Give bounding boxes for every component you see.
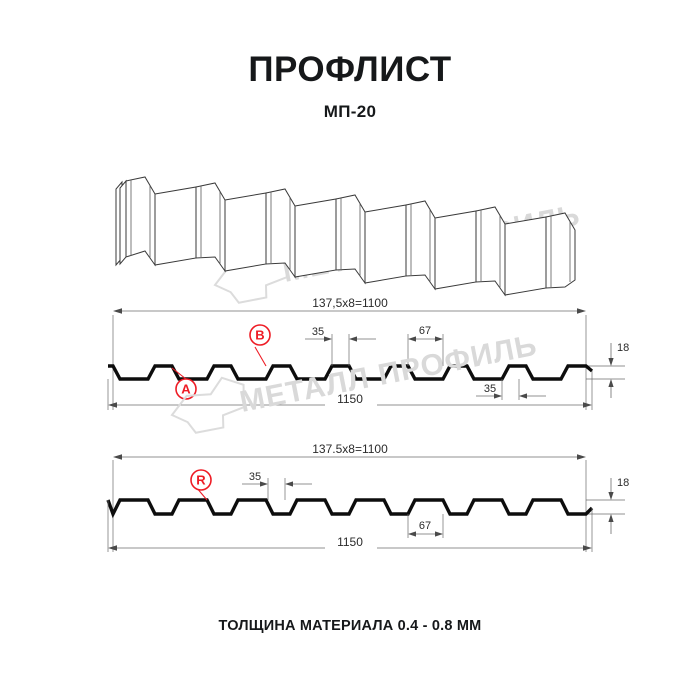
callout-a-circle [175, 378, 197, 400]
watermark-logo-icon [170, 376, 245, 434]
callout-b: B [249, 324, 271, 367]
dim-flat-35-upper-label: 35 [312, 326, 324, 338]
dim-flat-35-bottom-label: 35 [249, 471, 261, 483]
callout-r: R [190, 469, 212, 501]
dim-height-18-bottom: 18 [608, 477, 629, 534]
iso-flat [224, 192, 267, 272]
callout-b-label: B [255, 328, 264, 343]
callout-a: A [171, 367, 197, 400]
iso-flat [364, 204, 407, 284]
cross-section-top: 137,5x8=1100 35 67 [107, 296, 629, 410]
iso-flat [294, 198, 337, 278]
iso-rib [545, 212, 576, 289]
dim-height-18-top: 18 [608, 342, 629, 398]
iso-flat [154, 186, 197, 266]
dim-top-width-label: 137,5x8=1100 [312, 296, 388, 310]
section-bottom-extension-lines [112, 460, 625, 552]
dim-rib-67-bottom-label: 67 [419, 520, 431, 532]
dim-rib-67-top: 67 [407, 325, 444, 366]
iso-rib [195, 182, 226, 273]
callout-b-circle [249, 324, 271, 346]
dim-bottom-1150-bottom: 1150 [107, 500, 593, 552]
dim-height-18-bottom-label: 18 [617, 477, 629, 489]
dim-top-width-2-label: 137.5x8=1100 [312, 442, 388, 456]
iso-rib [405, 200, 436, 291]
callout-r-circle [190, 469, 212, 491]
dim-flat-35-lower-label: 35 [484, 383, 496, 395]
dim-flat-35-bottom: 35 [242, 471, 312, 500]
dim-flat-35-upper: 35 [305, 326, 376, 366]
dim-rib-67-top-label: 67 [419, 325, 431, 337]
profile-outline-bottom [106, 498, 594, 519]
dim-bottom-1150-top: 1150 [107, 371, 593, 410]
iso-flat [434, 210, 477, 290]
cross-section-bottom: 137.5x8=1100 35 6 [106, 442, 629, 552]
dim-height-18-top-label: 18 [617, 342, 629, 354]
isometric-sheet-view [115, 176, 576, 297]
iso-rib [125, 176, 156, 267]
dim-top-width-2: 137.5x8=1100 [113, 442, 586, 460]
section-top-extension-lines [112, 315, 625, 410]
iso-flat [504, 216, 547, 296]
dim-rib-67-bottom: 67 [407, 514, 444, 538]
dim-bottom-1150-top-label: 1150 [337, 392, 363, 406]
iso-left-lap2 [119, 179, 127, 266]
dim-bottom-1150-bottom-label: 1150 [337, 535, 363, 549]
callout-r-label: R [196, 473, 206, 488]
callout-a-label: A [181, 382, 191, 397]
iso-fold-lines [130, 180, 571, 288]
dim-flat-35-lower: 35 [476, 379, 546, 400]
dim-top-width: 137,5x8=1100 [113, 296, 586, 314]
iso-rib [475, 206, 506, 297]
